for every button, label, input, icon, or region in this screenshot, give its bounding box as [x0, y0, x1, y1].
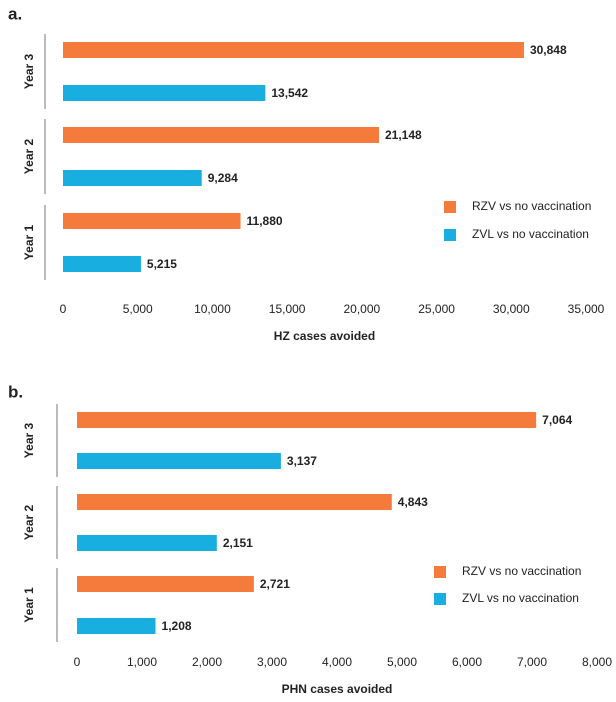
legend-swatch — [444, 229, 456, 241]
bar — [63, 42, 524, 58]
x-tick-label: 2,000 — [192, 655, 222, 669]
x-tick-label: 10,000 — [194, 302, 231, 316]
bar — [77, 412, 537, 428]
value-label: 13,542 — [271, 86, 308, 100]
x-tick-label: 35,000 — [568, 302, 605, 316]
x-tick-label: 5,000 — [387, 655, 417, 669]
category-label: Year 2 — [22, 504, 36, 540]
legend-swatch — [444, 201, 456, 213]
x-tick-label: 3,000 — [257, 655, 287, 669]
x-tick-label: 30,000 — [493, 302, 530, 316]
value-label: 4,843 — [398, 495, 428, 509]
category-label: Year 1 — [22, 224, 36, 260]
legend-label: ZVL vs no vaccination — [472, 227, 589, 241]
category-label: Year 2 — [22, 138, 36, 174]
value-label: 5,215 — [147, 257, 177, 271]
x-axis-title: HZ cases avoided — [274, 329, 375, 343]
x-tick-label: 0 — [60, 302, 67, 316]
legend-label: RZV vs no vaccination — [462, 564, 581, 578]
bar — [63, 127, 380, 143]
value-label: 7,064 — [542, 413, 572, 427]
bar — [63, 256, 141, 272]
panel-label: a. — [8, 4, 22, 23]
x-axis-title: PHN cases avoided — [282, 682, 393, 696]
bar — [77, 576, 254, 592]
bar — [77, 535, 217, 551]
value-label: 21,148 — [385, 128, 422, 142]
bar — [77, 494, 392, 510]
value-label: 2,721 — [260, 577, 290, 591]
value-label: 9,284 — [208, 171, 238, 185]
category-label: Year 3 — [22, 53, 36, 89]
x-tick-label: 15,000 — [269, 302, 306, 316]
legend-label: ZVL vs no vaccination — [462, 591, 579, 605]
value-label: 11,880 — [247, 214, 283, 228]
legend-swatch — [434, 593, 446, 605]
x-tick-label: 7,000 — [517, 655, 547, 669]
bar — [77, 618, 156, 634]
panel-label: b. — [8, 382, 23, 401]
bar — [63, 85, 266, 101]
x-tick-label: 25,000 — [418, 302, 455, 316]
bar — [77, 453, 281, 469]
bar — [63, 170, 202, 186]
legend-swatch — [434, 566, 446, 578]
category-label: Year 3 — [22, 422, 36, 458]
x-tick-label: 4,000 — [322, 655, 352, 669]
value-label: 2,151 — [223, 536, 253, 550]
category-label: Year 1 — [22, 587, 36, 623]
x-tick-label: 6,000 — [452, 655, 482, 669]
value-label: 30,848 — [530, 43, 567, 57]
bar — [63, 213, 241, 229]
x-tick-label: 0 — [74, 655, 81, 669]
x-tick-label: 20,000 — [344, 302, 381, 316]
x-tick-label: 5,000 — [123, 302, 153, 316]
value-label: 3,137 — [287, 454, 317, 468]
value-label: 1,208 — [162, 619, 192, 633]
x-tick-label: 1,000 — [127, 655, 157, 669]
legend-label: RZV vs no vaccination — [472, 199, 591, 213]
x-tick-label: 8,000 — [582, 655, 612, 669]
